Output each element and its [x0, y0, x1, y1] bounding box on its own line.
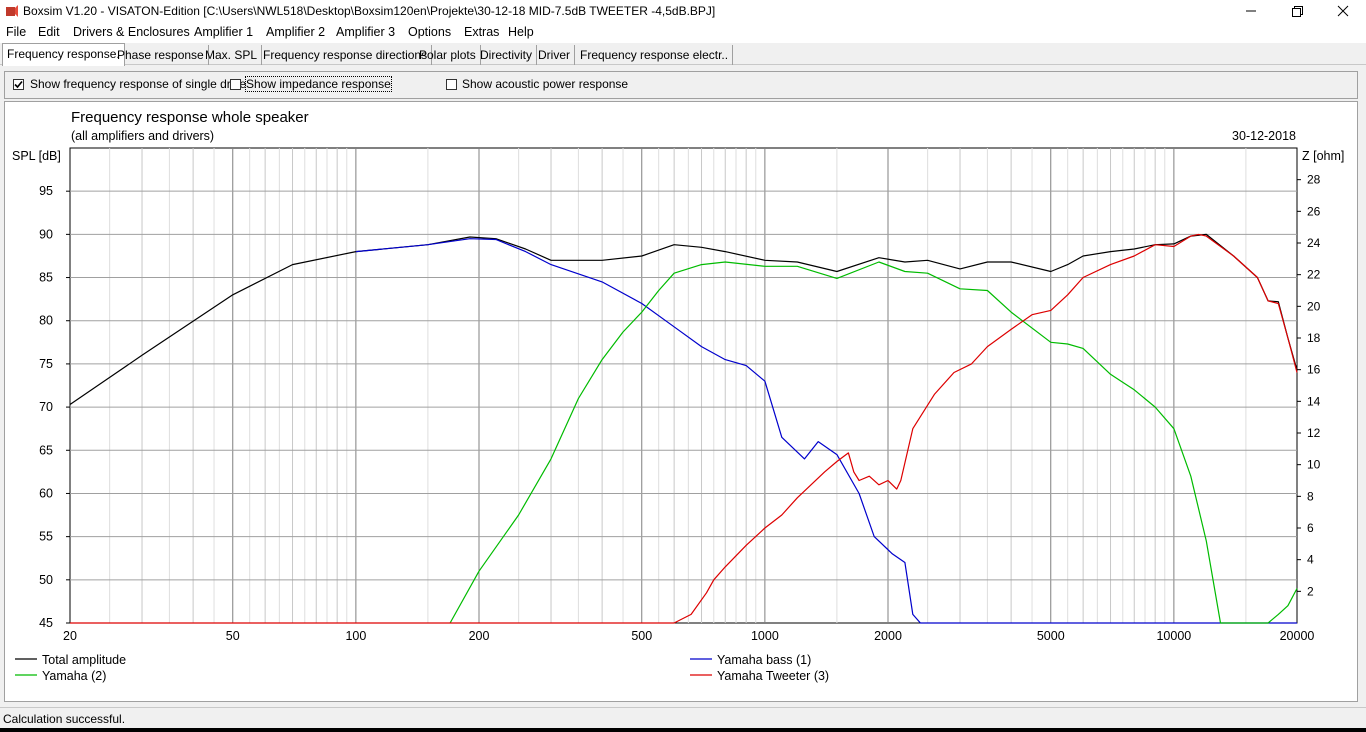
y-tick-label: 65 [39, 443, 53, 457]
y-right-tick-label: 14 [1307, 394, 1321, 408]
chart-legend: Total amplitude Yamaha bass (1) Yamaha (2)… [15, 653, 829, 683]
y-right-tick-label: 18 [1307, 331, 1321, 345]
y-right-tick-label: 16 [1307, 363, 1321, 377]
menu-amplifier-1[interactable]: Amplifier 1 [194, 25, 254, 39]
tab-directivity[interactable]: Directivity [476, 45, 538, 65]
y-right-tick-label: 24 [1307, 236, 1321, 250]
frequency-response-chart: Frequency response whole speaker (all am… [12, 109, 1344, 683]
y-right-tick-label: 6 [1307, 521, 1314, 535]
y-tick-label: 60 [39, 486, 53, 500]
status-text: Calculation successful. [3, 712, 126, 726]
tab-phase-response[interactable]: Phase response [113, 45, 209, 65]
chart-subtitle: (all amplifiers and drivers) [71, 129, 214, 143]
legend-label-yamaha-bass-1: Yamaha bass (1) [717, 653, 811, 667]
menu-drivers-enclosures[interactable]: Drivers & Enclosures [73, 25, 190, 39]
menu-amplifier-2[interactable]: Amplifier 2 [266, 25, 326, 39]
boxsim-app-icon [6, 5, 18, 17]
legend-label-yamaha-tweeter-3: Yamaha Tweeter (3) [717, 669, 829, 683]
menu-bar: File Edit Drivers & Enclosures Amplifier… [0, 22, 1366, 43]
menu-edit[interactable]: Edit [38, 25, 60, 39]
chart-date: 30-12-2018 [1232, 129, 1296, 143]
series-line-yamaha-tweeter-3 [70, 233, 1298, 624]
y-tick-label: 80 [39, 314, 53, 328]
y-right-tick-label: 12 [1307, 426, 1321, 440]
y-right-tick-label: 4 [1307, 553, 1314, 567]
y-tick-label: 90 [39, 227, 53, 241]
show-impedance-label[interactable]: Show impedance response [245, 76, 392, 92]
options-panel: Show frequency response of single drive … [4, 71, 1358, 99]
x-tick-label: 20 [63, 629, 77, 643]
y-tick-label: 50 [39, 573, 53, 587]
close-button[interactable] [1320, 0, 1366, 22]
show-acoustic-power-checkbox[interactable] [446, 79, 457, 90]
menu-extras[interactable]: Extras [464, 25, 500, 39]
y-right-tick-label: 28 [1307, 173, 1321, 187]
y-axis-right-label: Z [ohm] [1302, 149, 1344, 163]
plot-area [69, 147, 1298, 624]
tab-frequency-response-directions[interactable]: Frequency response directions [259, 45, 433, 65]
show-single-drive-label[interactable]: Show frequency response of single drive [30, 77, 247, 91]
show-impedance-checkbox[interactable] [230, 79, 241, 90]
series-line-yamaha-bass-1 [355, 238, 1297, 624]
tab-frequency-response[interactable]: Frequency response. [2, 43, 125, 66]
y-right-tick-label: 22 [1307, 268, 1321, 282]
x-tick-label: 500 [631, 629, 652, 643]
status-bar: Calculation successful. [0, 707, 1366, 728]
x-tick-label: 1000 [751, 629, 779, 643]
legend-label-yamaha-2: Yamaha (2) [42, 669, 106, 683]
y-right-tick-label: 2 [1307, 584, 1314, 598]
y-right-tick-label: 8 [1307, 489, 1314, 503]
y-tick-label: 55 [39, 530, 53, 544]
show-single-drive-checkbox[interactable] [13, 79, 24, 90]
tab-polar-plots[interactable]: Polar plots [415, 45, 481, 65]
x-tick-label: 10000 [1156, 629, 1191, 643]
x-tick-label: 50 [226, 629, 240, 643]
menu-options[interactable]: Options [408, 25, 452, 39]
y-right-tick-label: 10 [1307, 458, 1321, 472]
x-tick-label: 2000 [874, 629, 902, 643]
show-acoustic-power-label[interactable]: Show acoustic power response [462, 77, 629, 91]
checkmark-icon [14, 80, 23, 89]
chart-grid [69, 147, 1298, 624]
tab-driver[interactable]: Driver [534, 45, 575, 65]
minimize-button[interactable] [1228, 0, 1274, 22]
y-tick-label: 85 [39, 271, 53, 285]
x-tick-label: 100 [345, 629, 366, 643]
x-tick-label: 5000 [1037, 629, 1065, 643]
window-title: Boxsim V1.20 - VISATON-Edition [C:\Users… [23, 4, 716, 18]
legend-label-total-amplitude: Total amplitude [42, 653, 126, 667]
restore-icon [1292, 6, 1303, 17]
y-tick-label: 75 [39, 357, 53, 371]
y-tick-label: 45 [39, 616, 53, 630]
window-bottom-edge [0, 728, 1366, 732]
frequency-response-graph: Frequency response whole speaker (all am… [4, 101, 1358, 702]
minimize-icon [1246, 10, 1256, 12]
x-tick-label: 20000 [1280, 629, 1315, 643]
series-line-yamaha-2 [449, 261, 1298, 624]
chart-title: Frequency response whole speaker [71, 109, 309, 126]
tab-strip: Frequency response. Phase response Max. … [0, 43, 1366, 66]
y-right-tick-label: 20 [1307, 299, 1321, 313]
tab-frequency-response-electr[interactable]: Frequency response electr.. [576, 45, 734, 65]
menu-amplifier-3[interactable]: Amplifier 3 [336, 25, 396, 39]
y-right-tick-label: 26 [1307, 204, 1321, 218]
restore-button[interactable] [1274, 0, 1320, 22]
y-tick-label: 95 [39, 184, 53, 198]
close-icon [1337, 5, 1349, 17]
title-bar: Boxsim V1.20 - VISATON-Edition [C:\Users… [0, 0, 1366, 22]
menu-help[interactable]: Help [508, 25, 534, 39]
menu-file[interactable]: File [6, 25, 27, 39]
x-tick-label: 200 [469, 629, 490, 643]
chart-axes: 20 50 100 200 500 1000 2000 5000 10000 20000 45 50 5… [39, 173, 1321, 643]
y-axis-label: SPL [dB] [12, 149, 61, 163]
chart-series [69, 233, 1298, 624]
y-tick-label: 70 [39, 400, 53, 414]
tab-max-spl[interactable]: Max. SPL [201, 45, 263, 65]
